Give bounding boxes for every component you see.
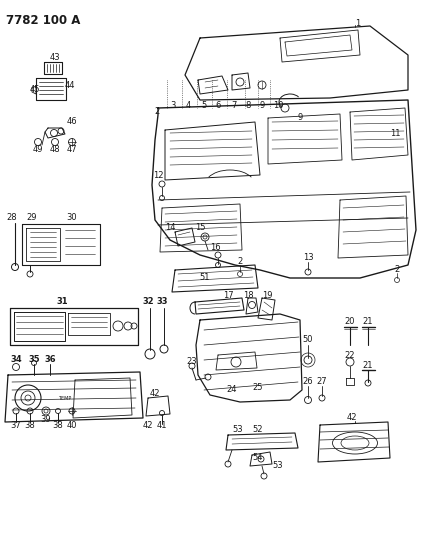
Text: 24: 24 bbox=[227, 385, 237, 394]
Text: 29: 29 bbox=[27, 214, 37, 222]
Text: 45: 45 bbox=[30, 85, 40, 94]
Text: 41: 41 bbox=[157, 421, 167, 430]
Text: 8: 8 bbox=[245, 101, 251, 109]
Text: 18: 18 bbox=[243, 290, 253, 300]
Text: 9: 9 bbox=[297, 112, 303, 122]
Text: 7: 7 bbox=[231, 101, 237, 109]
Text: 23: 23 bbox=[187, 358, 197, 367]
Text: 3: 3 bbox=[170, 101, 175, 109]
Text: 42: 42 bbox=[143, 421, 153, 430]
Text: 48: 48 bbox=[50, 146, 60, 155]
Text: 37: 37 bbox=[11, 421, 21, 430]
Text: 51: 51 bbox=[200, 273, 210, 282]
Text: 38: 38 bbox=[53, 421, 63, 430]
Text: 19: 19 bbox=[262, 290, 272, 300]
Text: 1: 1 bbox=[355, 19, 361, 28]
Text: 44: 44 bbox=[65, 80, 75, 90]
Text: 36: 36 bbox=[44, 356, 56, 365]
Text: 34: 34 bbox=[10, 356, 22, 365]
Text: 9: 9 bbox=[259, 101, 265, 109]
Text: 21: 21 bbox=[363, 318, 373, 327]
Text: 30: 30 bbox=[67, 214, 77, 222]
Text: 38: 38 bbox=[25, 421, 36, 430]
Text: TEMP: TEMP bbox=[58, 395, 71, 400]
Text: 35: 35 bbox=[28, 356, 40, 365]
Text: 42: 42 bbox=[150, 389, 160, 398]
Text: 13: 13 bbox=[303, 254, 313, 262]
Text: 2: 2 bbox=[238, 257, 243, 266]
Text: 31: 31 bbox=[56, 297, 68, 306]
Text: 40: 40 bbox=[67, 421, 77, 430]
Text: 12: 12 bbox=[153, 171, 163, 180]
Text: 43: 43 bbox=[50, 53, 60, 62]
Text: 7782 100 A: 7782 100 A bbox=[6, 14, 80, 27]
Text: 21: 21 bbox=[363, 360, 373, 369]
Text: 32: 32 bbox=[142, 297, 154, 306]
Text: 54: 54 bbox=[253, 454, 263, 463]
Text: 10: 10 bbox=[273, 101, 283, 109]
Text: 42: 42 bbox=[347, 414, 357, 423]
Text: 53: 53 bbox=[233, 425, 243, 434]
Text: 27: 27 bbox=[317, 377, 327, 386]
Text: 28: 28 bbox=[7, 214, 17, 222]
Text: 14: 14 bbox=[165, 223, 175, 232]
Text: 11: 11 bbox=[390, 128, 400, 138]
Text: 33: 33 bbox=[156, 297, 168, 306]
Text: 2: 2 bbox=[155, 108, 160, 117]
Text: 26: 26 bbox=[303, 377, 313, 386]
Text: 17: 17 bbox=[223, 290, 233, 300]
Text: 47: 47 bbox=[67, 146, 77, 155]
Text: 52: 52 bbox=[253, 425, 263, 434]
Text: 16: 16 bbox=[210, 243, 220, 252]
Text: 4: 4 bbox=[185, 101, 190, 109]
Text: 53: 53 bbox=[273, 462, 283, 471]
Text: 6: 6 bbox=[215, 101, 221, 109]
Text: 15: 15 bbox=[195, 223, 205, 232]
Text: 50: 50 bbox=[303, 335, 313, 344]
Text: 22: 22 bbox=[345, 351, 355, 359]
Text: 5: 5 bbox=[202, 101, 207, 109]
Text: 39: 39 bbox=[41, 416, 51, 424]
Text: 20: 20 bbox=[345, 318, 355, 327]
Text: 25: 25 bbox=[253, 384, 263, 392]
Text: 46: 46 bbox=[67, 117, 77, 126]
Text: 2: 2 bbox=[394, 265, 400, 274]
Text: 49: 49 bbox=[33, 146, 43, 155]
